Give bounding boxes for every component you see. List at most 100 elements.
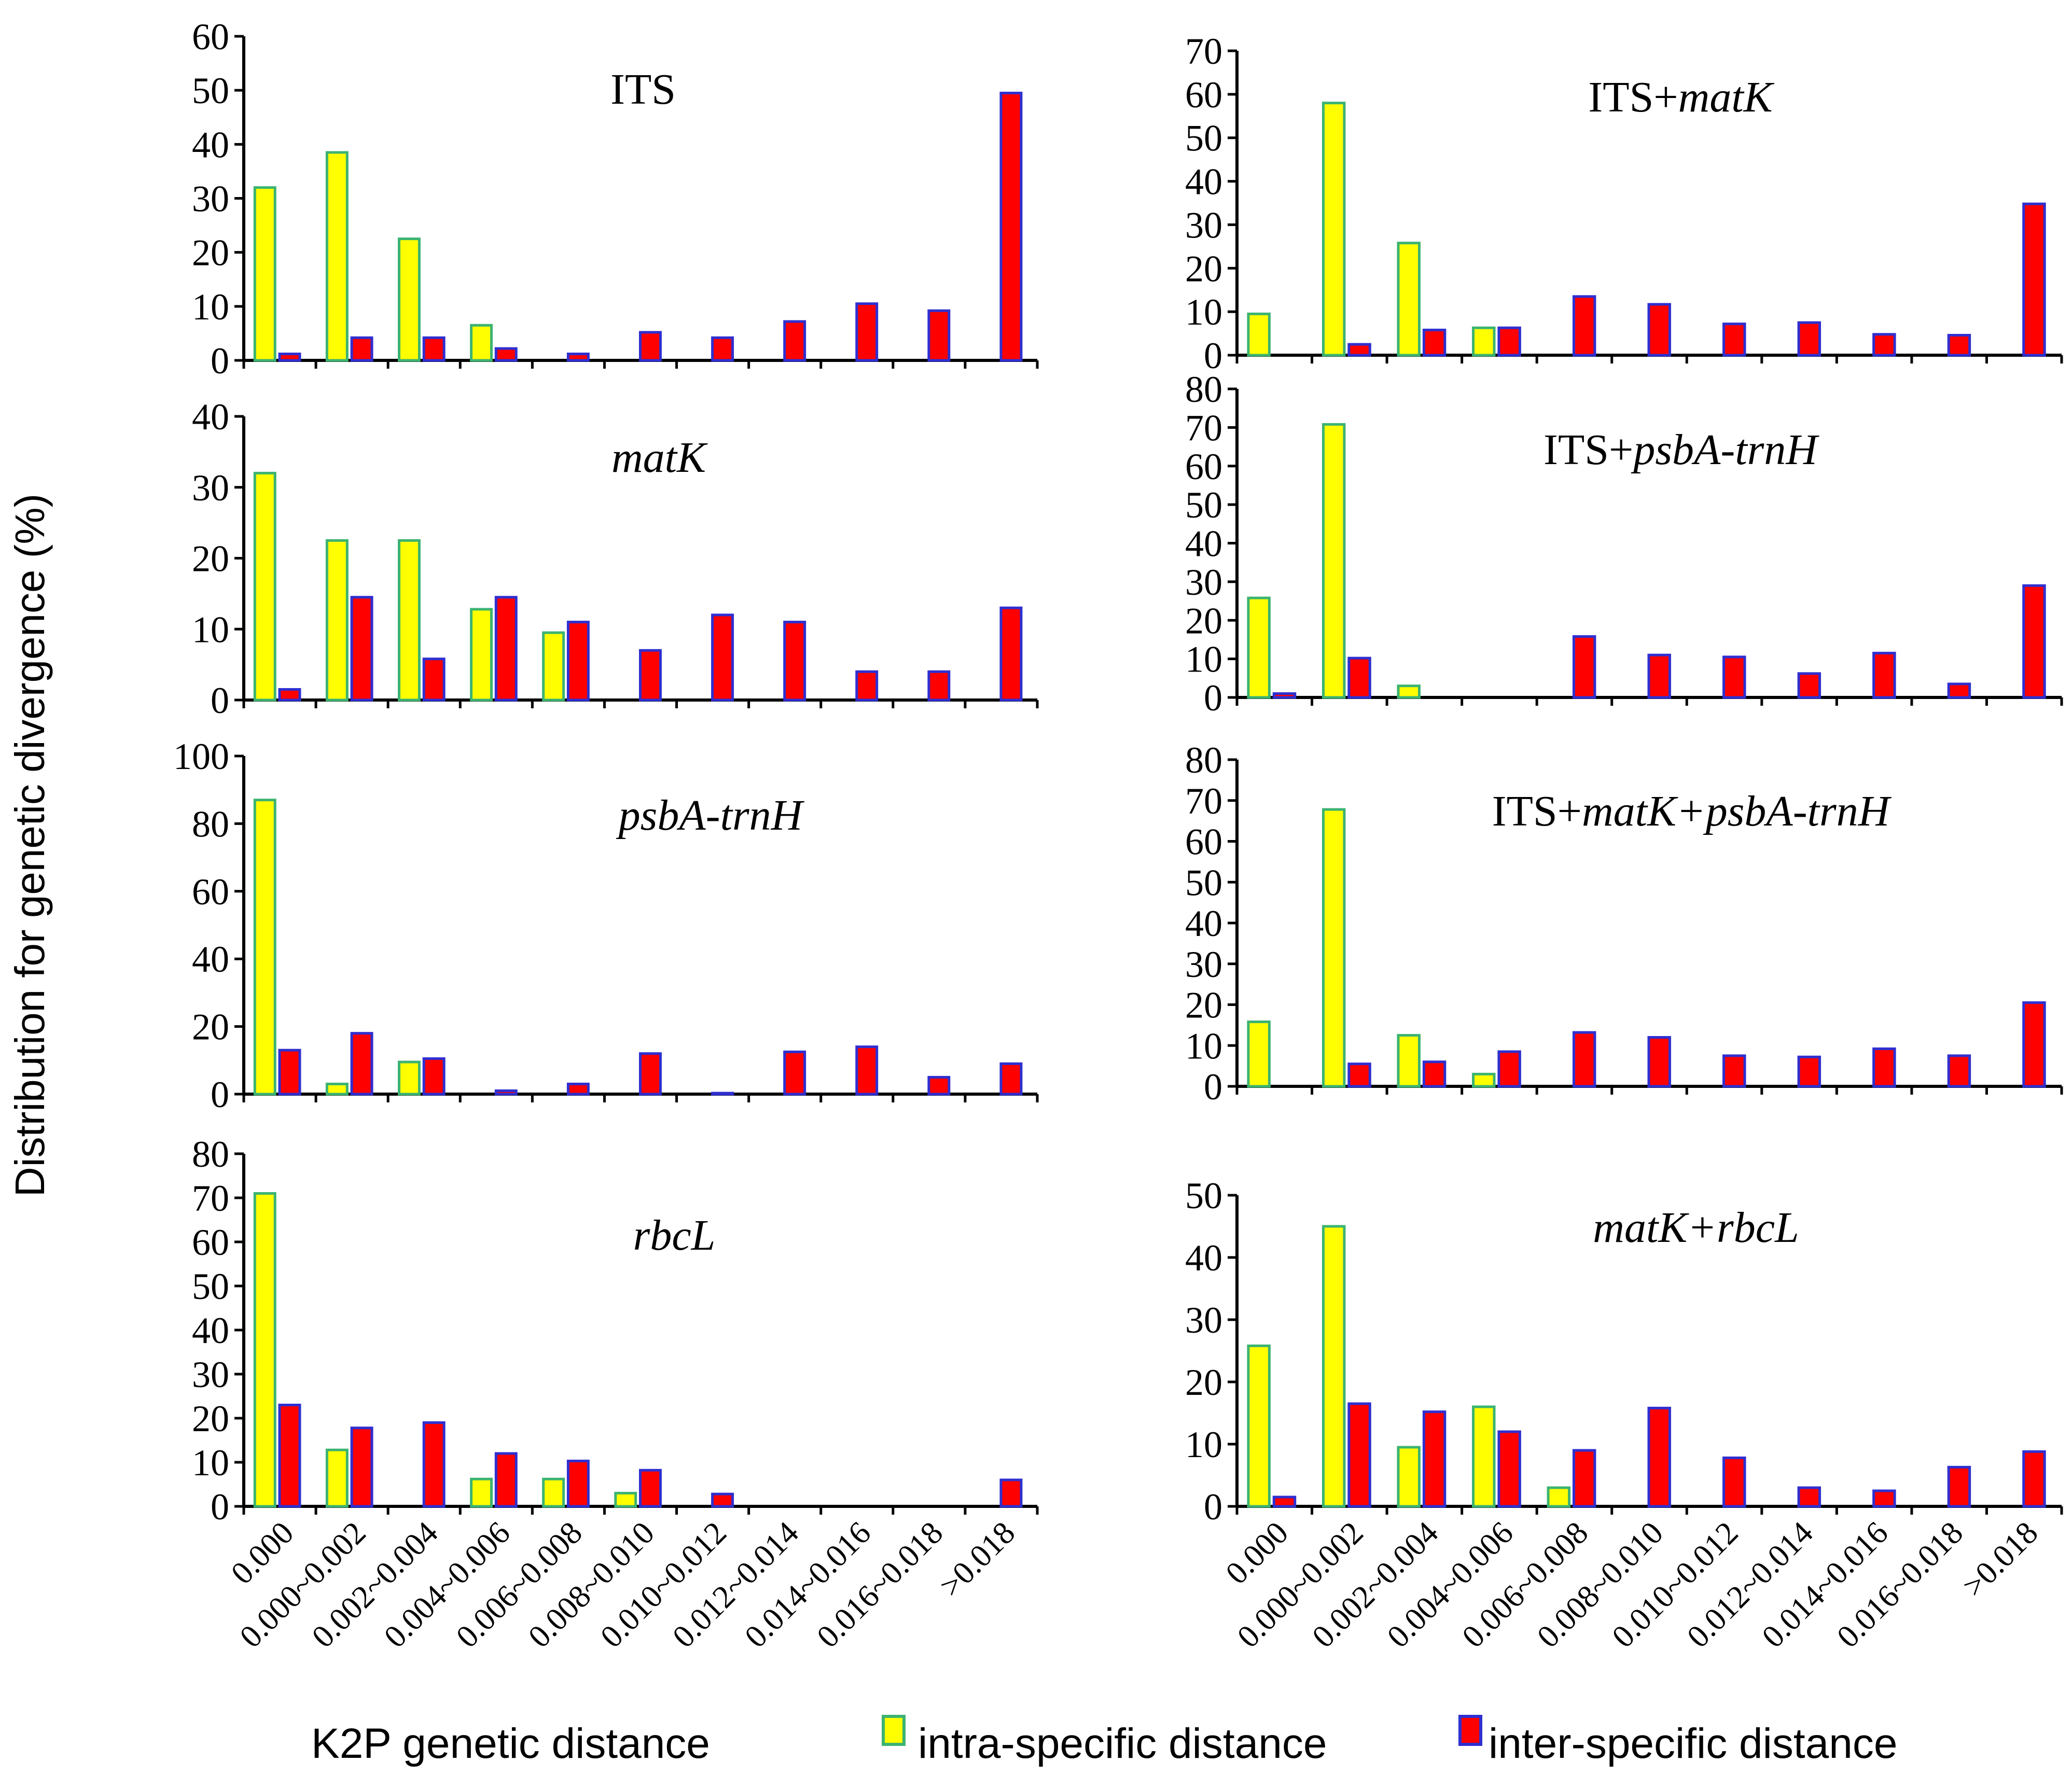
bar-inter [638, 1052, 662, 1096]
bar-intra [470, 324, 493, 362]
y-tick-label: 60 [1185, 821, 1222, 863]
bar-inter [1647, 1036, 1671, 1088]
bar-inter [1797, 672, 1821, 699]
y-tick-label: 40 [192, 396, 229, 438]
bar-intra [253, 799, 276, 1096]
bar-inter [1722, 1054, 1746, 1088]
bar-inter [566, 1082, 590, 1096]
y-tick-label: 80 [192, 803, 229, 845]
y-tick-label: 40 [192, 124, 229, 165]
y-tick-label: 80 [1185, 739, 1222, 781]
bar-inter [1647, 1406, 1671, 1508]
bar-intra [1247, 1020, 1271, 1088]
legend-label-intra: intra-specific distance [918, 1720, 1327, 1767]
y-tick-label: 30 [1185, 1299, 1222, 1341]
y-tick-label: 50 [1185, 484, 1222, 526]
y-tick-label: 0 [211, 1074, 229, 1115]
panel-title: ITS+matK+psbA-trnH [1492, 787, 1892, 835]
bar-inter [1497, 1050, 1521, 1088]
bar-inter [1872, 1489, 1896, 1508]
bar-inter [927, 309, 951, 362]
bar-inter [927, 670, 951, 702]
bar-inter [711, 613, 734, 702]
bar-intra [1322, 423, 1346, 699]
y-tick-label: 20 [192, 538, 229, 580]
y-tick-label: 60 [192, 871, 229, 913]
bar-inter [350, 1032, 373, 1096]
bar-inter [638, 649, 662, 702]
y-tick-label: 30 [1185, 562, 1222, 603]
panel-title: ITS+matK [1588, 73, 1774, 121]
y-tick-label: 0 [211, 340, 229, 382]
bar-intra [542, 1477, 565, 1508]
bar-inter [783, 320, 806, 362]
bar-inter [711, 336, 734, 362]
bar-inter [1347, 656, 1371, 699]
bar-intra [1247, 312, 1271, 357]
legend-label-inter: inter-specific distance [1489, 1720, 1897, 1767]
y-tick-label: 10 [1185, 1424, 1222, 1465]
bar-intra [1472, 1405, 1496, 1508]
y-tick-label: 10 [1185, 639, 1222, 680]
y-tick-label: 0 [1204, 1486, 1222, 1528]
legend: intra-specific distance inter-specific d… [882, 1715, 1897, 1767]
y-tick-label: 0 [211, 1486, 229, 1528]
bar-inter [855, 1045, 879, 1096]
bar-inter [566, 353, 590, 362]
bar-inter [1797, 1055, 1821, 1088]
y-tick-label: 40 [192, 939, 229, 980]
bar-inter [1647, 303, 1671, 357]
y-tick-label: 70 [1185, 31, 1222, 72]
bar-intra [1547, 1486, 1571, 1508]
bar-intra [614, 1492, 637, 1508]
panel-title: ITS+psbA-trnH [1543, 426, 1819, 474]
y-tick-label: 80 [192, 1134, 229, 1175]
bar-inter [494, 347, 518, 362]
bar-inter [566, 1459, 590, 1508]
bar-inter [1422, 328, 1447, 357]
bar-inter [350, 596, 373, 702]
bar-inter [2022, 1001, 2046, 1088]
bar-inter [566, 621, 590, 702]
bar-inter [1647, 653, 1671, 699]
bar-inter [2022, 202, 2046, 357]
bar-inter [927, 1075, 951, 1096]
bar-inter [2022, 584, 2046, 699]
bar-inter [1722, 655, 1746, 699]
bar-intra [1247, 596, 1271, 699]
y-tick-label: 30 [192, 178, 229, 220]
bar-inter [494, 1452, 518, 1508]
panel-title: ITS [610, 65, 676, 114]
bar-inter [638, 331, 662, 362]
bar-intra [397, 1060, 421, 1096]
bar-inter [783, 1051, 806, 1096]
panel-title-part: matK+psbA-trnH [1582, 787, 1892, 835]
panel-title: matK+rbcL [1593, 1204, 1799, 1252]
bar-inter [1272, 1495, 1297, 1508]
chart-panel: 0 20 40 60 80 100 psbA-trnH [173, 736, 1039, 1115]
panel-title: psbA-trnH [616, 791, 805, 840]
panel-title-part: ITS+ [1588, 73, 1678, 121]
y-tick-label: 10 [192, 609, 229, 650]
y-tick-label: 40 [192, 1310, 229, 1351]
y-tick-label: 100 [173, 736, 229, 777]
legend-swatch-inter [1458, 1715, 1482, 1746]
bar-intra [1322, 808, 1346, 1088]
bar-intra [253, 1192, 276, 1508]
bar-inter [999, 1062, 1023, 1096]
bar-inter [494, 596, 518, 702]
bar-inter [278, 1404, 301, 1508]
panel-title-part: matK [611, 433, 708, 482]
bar-inter [422, 1057, 446, 1096]
bar-inter [1497, 1430, 1521, 1508]
bar-inter [2022, 1450, 2046, 1508]
bar-inter [638, 1469, 662, 1508]
bar-inter [1947, 1465, 1971, 1508]
y-axis-title: Distribution for genetic divergence (%) [7, 494, 53, 1197]
bar-inter [1422, 1060, 1447, 1088]
bar-inter [1572, 635, 1596, 699]
panel-title: matK [611, 433, 708, 482]
y-tick-label: 10 [192, 1442, 229, 1484]
bar-intra [253, 186, 276, 362]
